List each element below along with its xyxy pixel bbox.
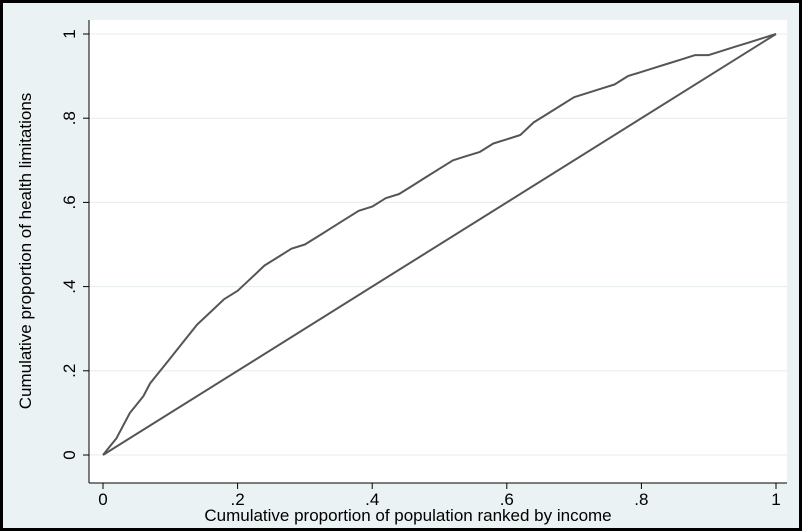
x-tick-label-4: .8 [634, 490, 648, 509]
y-tick-label-2: .4 [60, 280, 79, 294]
x-axis-title: Cumulative proportion of population rank… [204, 506, 611, 525]
y-tick-label-5: 1 [60, 29, 79, 38]
concentration-curve [102, 33, 777, 456]
y-tick-label-1: .2 [60, 364, 79, 378]
y-tick-label-3: .6 [60, 195, 79, 209]
x-tick-label-1: .2 [231, 490, 245, 509]
y-axis-title: Cumulative proportion of health limitati… [16, 93, 35, 410]
y-tick-label-4: .8 [60, 111, 79, 125]
lorenz-chart: 0 .2 .4 .6 .8 1 0 .2 .4 .6 .8 1 Cumulative proportio… [16, 20, 787, 525]
plot-area [89, 20, 787, 483]
x-tick-label-3: .6 [500, 490, 514, 509]
x-tick-label-0: 0 [98, 490, 107, 509]
x-tick-label-2: .4 [365, 490, 379, 509]
y-tick-label-0: 0 [60, 450, 79, 459]
x-tick-label-5: 1 [771, 490, 780, 509]
equality-line [102, 33, 777, 456]
